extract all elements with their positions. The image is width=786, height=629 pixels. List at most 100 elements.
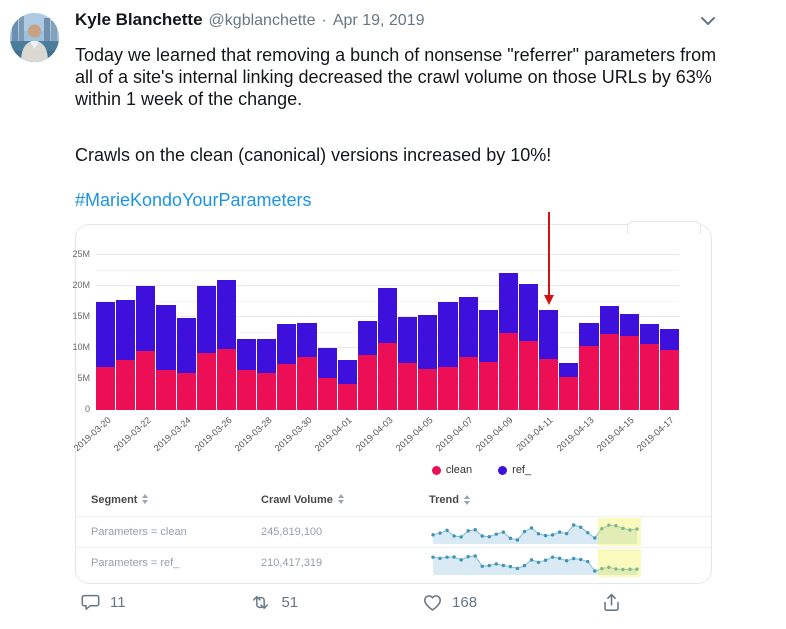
segment-clean [257, 372, 277, 410]
bar-2019-03-24 [176, 318, 196, 410]
segment-clean [176, 373, 196, 410]
segment-clean [458, 357, 478, 410]
bars [96, 255, 680, 410]
segment-clean [478, 362, 498, 410]
segment-ref [438, 301, 458, 367]
bar-2019-03-20 [96, 301, 116, 410]
segment-ref [236, 338, 257, 371]
segment-ref [297, 322, 317, 358]
bar-2019-04-17 [659, 329, 680, 410]
segment-ref [639, 324, 659, 345]
segment-cell: Parameters = ref_ [91, 557, 180, 569]
table-row: Parameters = clean 245,819,100 [76, 516, 711, 547]
bar-2019-03-27 [236, 338, 257, 410]
segment-clean [498, 333, 518, 410]
x-axis-labels: 2019-03-20 2019-03-22 2019-03-24 2019-03-26… [72, 412, 679, 458]
segment-ref [277, 323, 297, 365]
gridline [96, 254, 679, 255]
segment-ref [357, 321, 377, 356]
retweet-count: 51 [281, 594, 299, 611]
annotation-arrow [544, 212, 555, 305]
segment-clean [518, 340, 539, 410]
gridline [96, 285, 679, 286]
segment-ref [156, 304, 176, 371]
table-header-row: Segment Crawl Volume Trend [76, 484, 711, 516]
segment-ref [619, 313, 639, 336]
retweet-button[interactable]: 51 [250, 593, 298, 612]
segment-ref [458, 296, 478, 358]
retweet-icon [253, 595, 269, 610]
chevron-down-icon[interactable] [701, 13, 715, 31]
segment-clean [398, 362, 418, 410]
bar-2019-03-28 [257, 338, 277, 410]
cropped-ui-notch [627, 221, 701, 234]
segment-clean [438, 366, 458, 410]
bar-2019-04-03 [377, 287, 398, 410]
legend-dot-icon [498, 465, 508, 475]
segment-clean [196, 352, 216, 410]
bar-2019-04-14 [599, 305, 619, 410]
avatar-photo [10, 13, 59, 62]
segment-clean [559, 377, 579, 410]
sparkline-trend-ref [431, 549, 641, 577]
segment-clean [659, 349, 680, 410]
sort-icon [463, 495, 471, 505]
like-count: 168 [452, 594, 478, 611]
bar-2019-04-12 [559, 362, 579, 410]
legend-label: clean [445, 464, 473, 476]
trend-cell [429, 518, 711, 546]
segment-clean [317, 378, 337, 410]
tweet-header: Kyle Blanchette @kgblanchette · Apr 19, … [75, 10, 772, 34]
media-card[interactable]: 0 5M 10M 15M 20M 25M 2019-03-20 2019-03-22 2019… [72, 212, 712, 584]
legend-item-ref_: ref_ [498, 464, 531, 476]
crawl-volume-cell: 245,819,100 [261, 526, 323, 538]
sparkline-trend-clean [431, 518, 641, 546]
bar-2019-04-07 [458, 296, 478, 410]
tweet-date[interactable]: Apr 19, 2019 [332, 12, 425, 29]
segment-clean [619, 335, 639, 410]
hashtag-link[interactable]: #MarieKondoYourParameters [75, 190, 312, 210]
bar-2019-04-01 [337, 360, 357, 410]
avatar[interactable] [10, 13, 59, 62]
segment-ref [96, 301, 116, 367]
segment-clean [337, 383, 357, 410]
bar-2019-03-25 [196, 286, 216, 410]
segment-clean [599, 333, 619, 410]
segment-ref [518, 284, 539, 341]
bar-2019-04-08 [478, 310, 498, 410]
segment-ref [257, 338, 277, 373]
bar-2019-04-10 [518, 284, 539, 410]
arrow-tip-icon [544, 295, 555, 305]
y-axis-tick: 5M [77, 373, 90, 383]
share-button[interactable] [602, 593, 621, 612]
segment-ref [539, 310, 559, 360]
bar-2019-03-30 [297, 322, 317, 410]
tweet: Kyle Blanchette @kgblanchette · Apr 19, … [10, 10, 772, 612]
segment-ref [599, 305, 619, 334]
segment-clean [216, 349, 236, 410]
author-handle[interactable]: @kgblanchette [208, 12, 316, 29]
tweet-text-paragraph-2: Crawls on the clean (canonical) versions… [75, 145, 552, 165]
bar-2019-03-21 [116, 299, 136, 410]
bar-2019-03-29 [277, 323, 297, 410]
y-axis-tick: 10M [72, 342, 90, 352]
bar-2019-04-02 [357, 321, 377, 410]
reply-count: 11 [110, 594, 126, 611]
reply-button[interactable]: 11 [81, 593, 126, 612]
like-button[interactable]: 168 [423, 593, 477, 612]
sort-icon [337, 494, 345, 504]
y-axis-tick: 15M [72, 311, 90, 321]
tweet-content: Kyle Blanchette @kgblanchette · Apr 19, … [72, 10, 772, 612]
author-name[interactable]: Kyle Blanchette [75, 10, 203, 29]
bar-2019-03-23 [156, 304, 176, 410]
gridline [96, 269, 679, 271]
bar-2019-04-16 [639, 324, 659, 410]
chart-legend: clean ref_ [164, 464, 786, 476]
legend-dot-icon [431, 465, 441, 475]
segment-clean [297, 357, 317, 410]
segment-ref [196, 286, 216, 353]
header-trend: Trend [429, 494, 711, 506]
chart-area: 0 5M 10M 15M 20M 25M [72, 225, 711, 414]
trend-cell [429, 549, 711, 577]
segment-clean [539, 359, 559, 410]
